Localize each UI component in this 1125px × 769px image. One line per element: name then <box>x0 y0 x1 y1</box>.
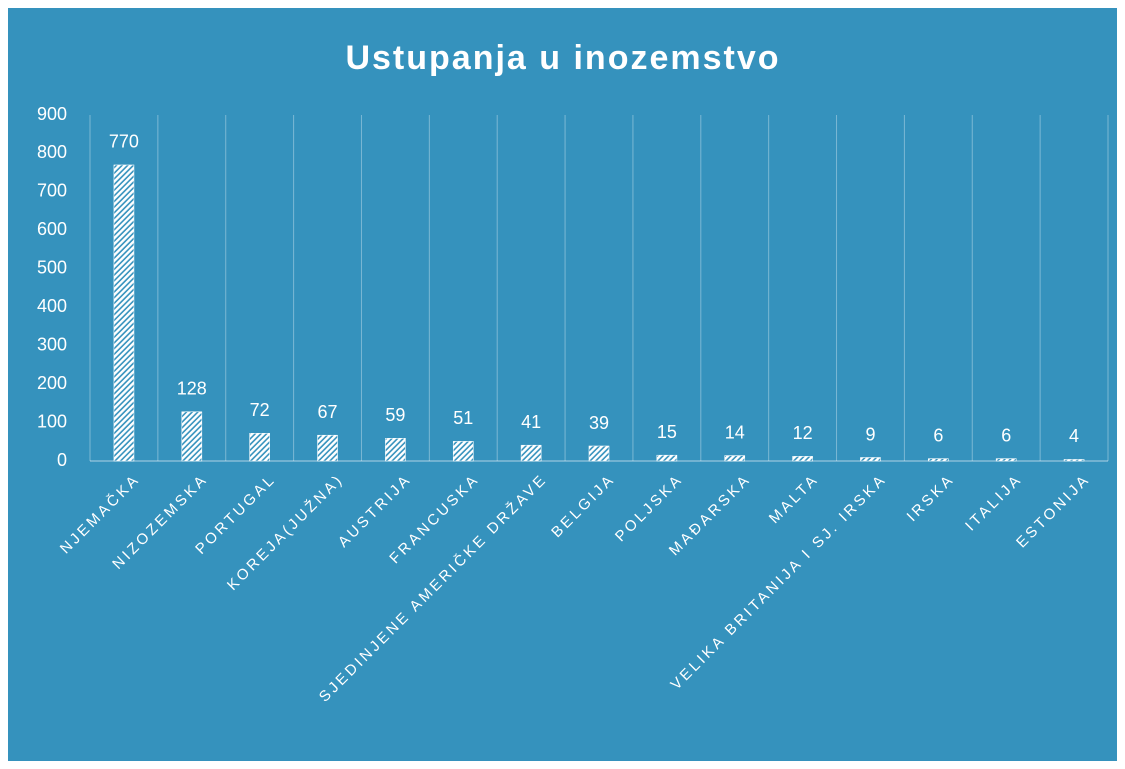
bar <box>792 456 813 462</box>
data-label: 14 <box>725 422 745 442</box>
bar <box>452 441 474 462</box>
bar <box>181 411 203 462</box>
data-label: 72 <box>250 400 270 420</box>
chart-background <box>8 8 1117 761</box>
data-label: 67 <box>318 402 338 422</box>
data-label: 15 <box>657 422 677 442</box>
bar <box>724 455 746 462</box>
bar <box>520 444 542 462</box>
y-tick-label: 700 <box>37 181 67 201</box>
data-label: 4 <box>1069 426 1079 446</box>
data-label: 770 <box>109 132 139 152</box>
bar <box>249 433 270 462</box>
data-label: 41 <box>521 412 541 432</box>
bar <box>113 164 135 462</box>
bar <box>656 454 678 462</box>
chart-title: Ustupanja u inozemstvo <box>345 39 780 77</box>
data-label: 128 <box>177 379 207 399</box>
y-tick-label: 0 <box>57 450 67 470</box>
y-tick-label: 900 <box>37 104 67 124</box>
y-tick-label: 300 <box>37 334 67 354</box>
data-label: 51 <box>453 408 473 428</box>
data-label: 12 <box>793 423 813 443</box>
y-tick-label: 600 <box>37 219 67 239</box>
y-tick-label: 500 <box>37 258 67 278</box>
data-label: 59 <box>385 405 405 425</box>
bar <box>928 458 949 462</box>
bar <box>385 438 406 462</box>
bar <box>1063 459 1085 462</box>
y-tick-label: 400 <box>37 296 67 316</box>
bar <box>860 457 881 462</box>
data-label: 6 <box>933 425 943 445</box>
data-label: 39 <box>589 413 609 433</box>
y-tick-label: 800 <box>37 142 67 162</box>
y-tick-label: 200 <box>37 373 67 393</box>
y-tick-label: 100 <box>37 411 67 431</box>
data-label: 9 <box>865 424 875 444</box>
bar <box>995 458 1017 462</box>
bar <box>317 434 338 462</box>
data-label: 6 <box>1001 425 1011 445</box>
bar <box>588 445 610 462</box>
